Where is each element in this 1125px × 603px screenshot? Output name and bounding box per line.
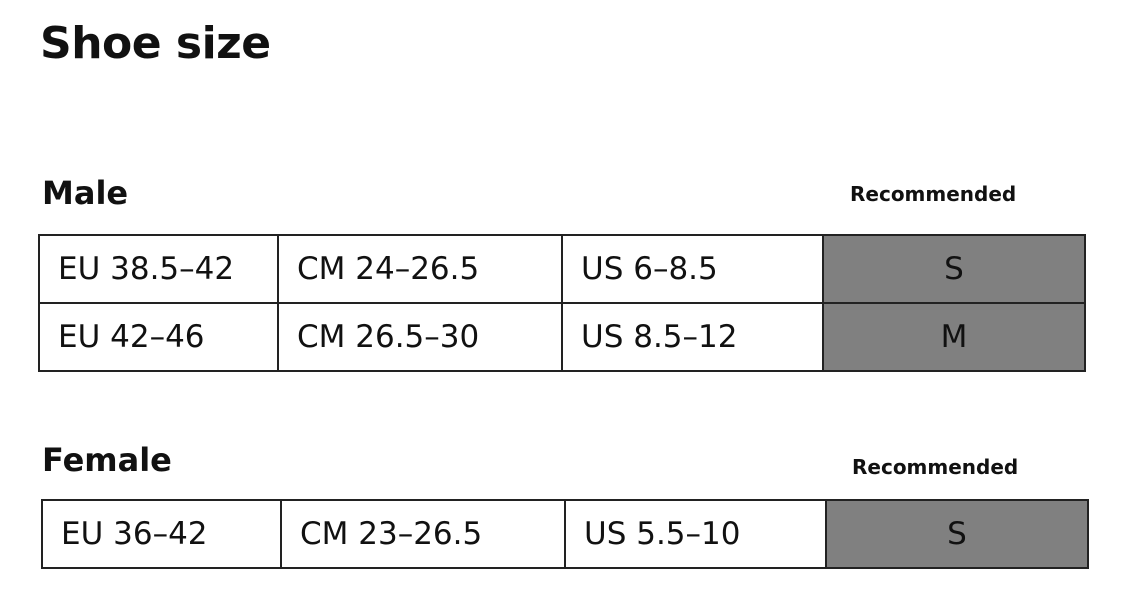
table-row: EU 42–46 CM 26.5–30 US 8.5–12 M (38, 302, 1086, 372)
recommended-size-cell: S (825, 499, 1089, 569)
recommended-size-cell: S (822, 234, 1086, 304)
eu-cell: EU 36–42 (41, 499, 282, 569)
eu-cell: EU 38.5–42 (38, 234, 279, 304)
table-row: EU 38.5–42 CM 24–26.5 US 6–8.5 S (38, 234, 1086, 304)
cm-cell: CM 26.5–30 (277, 302, 563, 372)
male-heading: Male (42, 174, 129, 212)
recommended-size-cell: M (822, 302, 1086, 372)
female-recommended-label: Recommended (852, 455, 1019, 479)
eu-cell: EU 42–46 (38, 302, 279, 372)
male-size-table: EU 38.5–42 CM 24–26.5 US 6–8.5 S EU 42–4… (38, 234, 1086, 372)
female-heading: Female (42, 441, 172, 479)
us-cell: US 6–8.5 (561, 234, 824, 304)
us-cell: US 5.5–10 (564, 499, 827, 569)
cm-cell: CM 23–26.5 (280, 499, 566, 569)
cm-cell: CM 24–26.5 (277, 234, 563, 304)
us-cell: US 8.5–12 (561, 302, 824, 372)
male-recommended-label: Recommended (850, 182, 1017, 206)
female-size-table: EU 36–42 CM 23–26.5 US 5.5–10 S (41, 499, 1089, 569)
page-title: Shoe size (40, 18, 271, 69)
table-row: EU 36–42 CM 23–26.5 US 5.5–10 S (41, 499, 1089, 569)
